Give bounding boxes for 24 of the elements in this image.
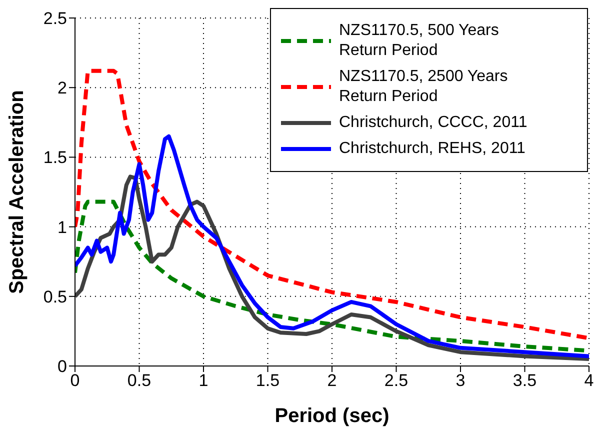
y-tick-label: 1.5 bbox=[43, 148, 67, 168]
y-axis-title: Spectral Acceleration bbox=[6, 90, 28, 294]
y-tick-label: 0.5 bbox=[43, 287, 67, 306]
y-tick-label: 1 bbox=[58, 218, 67, 237]
line-series bbox=[75, 134, 589, 358]
x-tick-label: 4 bbox=[584, 371, 594, 390]
x-tick-label: 2 bbox=[327, 371, 337, 390]
x-tick-label: 0 bbox=[70, 371, 80, 390]
y-tick-label: 2 bbox=[58, 78, 67, 98]
x-tick-label: 1 bbox=[198, 371, 208, 390]
x-axis-title: Period (sec) bbox=[274, 405, 390, 427]
line-series bbox=[75, 174, 589, 362]
legend-label: NZS1170.5, 2500 Years Return Period bbox=[339, 67, 509, 107]
y-tick-label: 0 bbox=[58, 357, 67, 376]
legend-label: Christchurch, CCCC, 2011 bbox=[339, 113, 528, 133]
x-tick-label: 0.5 bbox=[127, 371, 152, 390]
legend-label: Christchurch, REHS, 2011 bbox=[339, 139, 526, 159]
x-tick-label: 3.5 bbox=[512, 371, 537, 390]
x-tick-label: 3 bbox=[456, 371, 466, 390]
x-tick-label: 1.5 bbox=[256, 371, 280, 390]
line-series bbox=[75, 68, 589, 340]
x-tick-label: 2.5 bbox=[384, 371, 408, 390]
legend-label: NZS1170.5, 500 Years Return Period bbox=[339, 21, 500, 61]
y-tick-label: 2.5 bbox=[43, 9, 67, 28]
